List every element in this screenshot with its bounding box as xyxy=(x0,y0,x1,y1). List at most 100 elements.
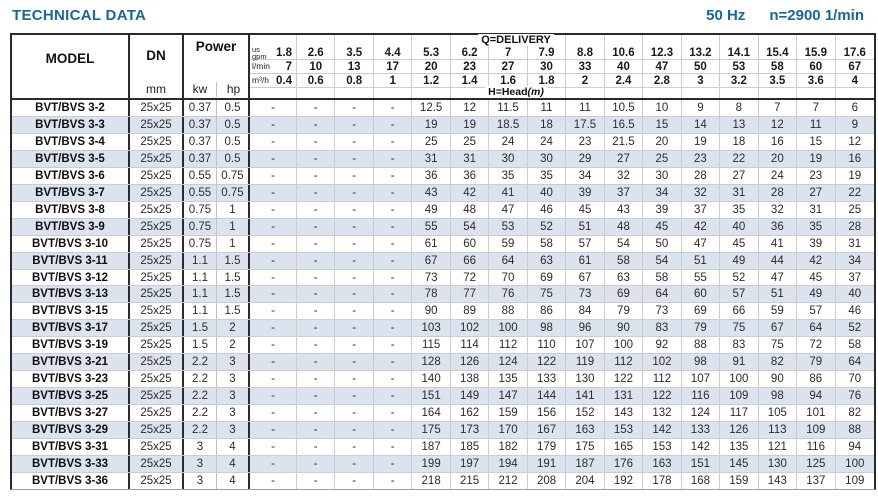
kw-cell: 2.2 xyxy=(184,388,217,405)
band-cell xyxy=(605,35,644,46)
head-value-cell: 197 xyxy=(451,456,490,472)
head-value-cell: 43 xyxy=(605,201,644,218)
head-value-cell: 11 xyxy=(797,116,836,133)
head-value-cell: 67 xyxy=(566,269,605,286)
head-value-cell: 50 xyxy=(643,235,682,252)
head-value-cell: 149 xyxy=(451,388,490,405)
head-value-cell: 175 xyxy=(412,422,451,439)
head-value-cell: - xyxy=(374,150,413,167)
head-value-cell: - xyxy=(297,269,336,286)
head-value-cell: 122 xyxy=(643,388,682,405)
header-value-cell: 53 xyxy=(720,60,759,73)
head-value-cell: - xyxy=(374,371,413,388)
hp-cell: 1.5 xyxy=(217,252,250,269)
head-value-cell: 112 xyxy=(605,354,644,371)
head-value-cell: 64 xyxy=(797,320,836,337)
head-value-cell: 194 xyxy=(489,456,528,472)
head-value-cell: - xyxy=(297,201,336,218)
head-value-cell: 86 xyxy=(797,371,836,388)
head-value-cell: 55 xyxy=(682,269,721,286)
head-value-cell: 143 xyxy=(759,472,798,489)
header-value-cell: 1.2 xyxy=(412,74,451,87)
head-value-cell: - xyxy=(250,320,297,337)
head-value-cell: - xyxy=(250,472,297,489)
head-value-cell: 88 xyxy=(489,303,528,320)
head-value-cell: 76 xyxy=(489,286,528,303)
head-value-cell: 46 xyxy=(848,305,862,318)
table-row: BVT/BVS 3-3 25x25 0.37 0.5- - - -19 19 18.5 18 17.… xyxy=(12,116,874,134)
unit-label: m³/h xyxy=(252,75,269,85)
head-value-cell: 24 xyxy=(759,167,798,184)
head-value-cell: - xyxy=(250,116,297,133)
head-value-cell: 36 xyxy=(759,218,798,235)
head-value-cell: 173 xyxy=(451,422,490,439)
table-row: BVT/BVS 3-4 25x25 0.37 0.5- - - -25 25 24 24 23 21.… xyxy=(12,133,874,151)
dn-cell: 25x25 xyxy=(130,286,184,303)
dn-cell: 25x25 xyxy=(130,337,184,354)
head-value-cell: - xyxy=(250,150,297,167)
hp-cell: 3 xyxy=(217,405,250,422)
band-cell xyxy=(836,88,874,98)
band-cell xyxy=(297,88,336,98)
head-value-cell: - xyxy=(297,252,336,269)
head-value-cell: 159 xyxy=(720,472,759,489)
head-value-cell: 125 xyxy=(797,456,836,472)
hp-cell: 1.5 xyxy=(217,303,250,320)
head-value-cell: - xyxy=(335,167,374,184)
head-value-cell: 64 xyxy=(643,286,682,303)
model-cell: BVT/BVS 3-29 xyxy=(12,422,130,439)
head-value-cell: 84 xyxy=(566,303,605,320)
head-value-cell: 79 xyxy=(797,354,836,371)
model-cell: BVT/BVS 3-2 xyxy=(12,100,130,116)
hp-cell: 2 xyxy=(217,337,250,354)
head-value-cell: - xyxy=(335,201,374,218)
header-value-cell: 40 xyxy=(605,60,644,73)
head-value-cell: 32 xyxy=(759,201,798,218)
head-value-cell: 19 xyxy=(451,116,490,133)
head-value-cell: 31 xyxy=(797,201,836,218)
head-value-cell: 51 xyxy=(682,252,721,269)
kw-cell: 1.5 xyxy=(184,337,217,354)
dn-cell: 25x25 xyxy=(130,422,184,439)
band-cell xyxy=(250,35,297,46)
speed-label: n=2900 1/min xyxy=(769,7,864,24)
band-cell xyxy=(682,88,721,98)
head-value-cell: 25 xyxy=(848,203,862,216)
band-cell xyxy=(797,35,836,46)
head-value-cell: 137 xyxy=(797,472,836,489)
head-value-cell: 14 xyxy=(682,116,721,133)
head-value-cell: - xyxy=(335,337,374,354)
header-value-cell: 3.2 xyxy=(720,74,759,87)
head-value-cell: 10 xyxy=(643,100,682,116)
band-cell xyxy=(528,88,567,98)
kw-cell: 1.1 xyxy=(184,286,217,303)
hp-cell: 0.75 xyxy=(217,184,250,201)
head-value-cell: 133 xyxy=(528,371,567,388)
header-value-cell: 2.8 xyxy=(643,74,682,87)
head-value-cell: 66 xyxy=(720,303,759,320)
head-value-cell: 47 xyxy=(759,269,798,286)
head-value-cell: 42 xyxy=(451,184,490,201)
head-value-cell: 79 xyxy=(682,320,721,337)
head-value-cell: 59 xyxy=(759,303,798,320)
head-value-cell: 51 xyxy=(759,286,798,303)
kw-cell: 1.1 xyxy=(184,269,217,286)
header-value-cell: 5.3 xyxy=(412,46,451,60)
head-value-cell: 46 xyxy=(528,201,567,218)
head-value-cell: 170 xyxy=(489,422,528,439)
header-value-cell: 1.4 xyxy=(451,74,490,87)
head-value-cell: - xyxy=(250,218,297,235)
dn-cell: 25x25 xyxy=(130,116,184,133)
technical-data-table: MODEL DN mm Power kw hp us gpm 1.8 2.6 3.5 4.… xyxy=(10,33,876,490)
head-value-cell: 11 xyxy=(528,100,567,116)
head-value-cell: - xyxy=(335,116,374,133)
hp-cell: 4 xyxy=(217,456,250,472)
head-value-cell: 60 xyxy=(682,286,721,303)
head-value-cell: 72 xyxy=(797,337,836,354)
table-row: BVT/BVS 3-33 25x25 3 4- - - -199 197 194 191 187 17… xyxy=(12,456,874,473)
head-value-cell: 20 xyxy=(759,150,798,167)
header-value-cell: 3.6 xyxy=(797,74,836,87)
head-value-cell: 15 xyxy=(797,133,836,150)
header-value-cell: 13.2 xyxy=(682,46,721,60)
head-value-cell: - xyxy=(250,303,297,320)
